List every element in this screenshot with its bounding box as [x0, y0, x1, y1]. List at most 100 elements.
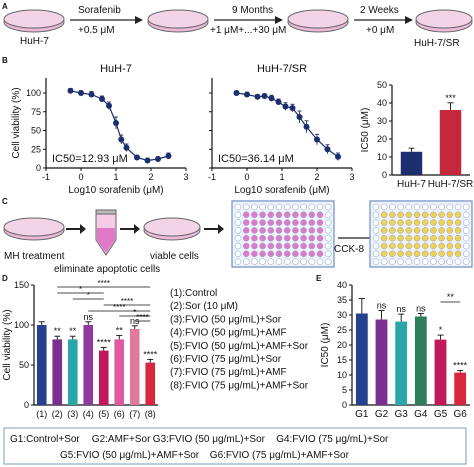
well — [300, 250, 307, 258]
well — [251, 227, 258, 234]
well — [242, 242, 250, 250]
y-tick-label: 15 — [337, 355, 347, 365]
well — [324, 250, 332, 258]
well — [380, 211, 388, 219]
y-tick-label: 0 — [36, 163, 41, 173]
y-tick-label: 25 — [337, 325, 347, 335]
well — [324, 219, 332, 226]
condition-legend-item: (1):Control — [170, 288, 217, 299]
well — [438, 258, 445, 265]
arrow-c1 — [66, 224, 86, 234]
significance-label: ns — [396, 304, 406, 314]
category-label: (3) — [67, 409, 78, 419]
bar — [434, 339, 447, 405]
data-point — [261, 93, 268, 99]
well — [405, 242, 413, 250]
dish-viable-icon — [143, 217, 201, 241]
bar — [129, 329, 140, 405]
data-point — [113, 120, 119, 126]
well — [242, 250, 250, 258]
well — [372, 234, 380, 242]
well — [446, 242, 454, 250]
well — [234, 258, 242, 265]
well — [438, 203, 445, 211]
well — [300, 219, 307, 226]
well — [430, 227, 437, 234]
well — [275, 258, 283, 265]
step2-bottom: +1 μM+...+30 μM — [210, 25, 286, 36]
well — [316, 203, 324, 211]
well — [242, 219, 250, 226]
bracket-label: * — [87, 291, 90, 300]
bracket-label: **** — [136, 313, 148, 322]
bar — [83, 325, 94, 405]
well — [324, 203, 332, 211]
well — [446, 211, 454, 219]
bar — [400, 151, 423, 175]
significance-label: **** — [143, 349, 158, 359]
well — [372, 219, 380, 226]
well-plate-pink-icon — [231, 200, 335, 268]
data-point — [134, 154, 140, 161]
well — [251, 234, 258, 242]
bar — [375, 319, 388, 405]
well — [259, 250, 266, 258]
y-tick-label: 40 — [377, 98, 387, 108]
well — [380, 227, 388, 234]
data-point — [88, 91, 95, 98]
data-point — [289, 105, 296, 111]
ic50-annotation: IC50=36.14 μM — [218, 153, 294, 165]
x-tick-label: 1 — [279, 172, 284, 182]
well — [454, 211, 462, 219]
well — [438, 211, 445, 219]
well — [308, 227, 316, 234]
condition-legend-item: (6):FVIO (75 μg/mL)+Sor — [170, 354, 282, 365]
mh-treatment-label: MH treatment — [4, 251, 65, 262]
well — [397, 227, 404, 234]
panel-label-a: A — [2, 2, 8, 11]
data-point — [324, 146, 331, 153]
well — [413, 234, 421, 242]
data-point — [303, 123, 310, 130]
well — [275, 219, 283, 226]
well — [372, 227, 380, 234]
chart-b-huh7sr: -1 0 1 2 3 Log10 sorafenib (μM) IC50=36.14 μM H… — [208, 63, 355, 196]
well — [275, 250, 283, 258]
y-tick-label: 5 — [342, 385, 347, 395]
well — [380, 219, 388, 226]
category-label: G2 — [375, 409, 389, 420]
well — [380, 203, 388, 211]
well — [316, 242, 324, 250]
well — [389, 227, 396, 234]
well — [462, 250, 470, 258]
y-tick-label: 75 — [31, 107, 41, 117]
chart-b-ic50: 0 10 20 30 40 50 HuH-7 *** HuH-7/SR IC50 (μM) — [360, 80, 473, 190]
well — [316, 250, 324, 258]
data-point — [165, 153, 172, 159]
y-tick-label: 100 — [14, 320, 29, 330]
x-tick-label: -1 — [208, 172, 216, 182]
well — [316, 211, 324, 219]
bar — [67, 339, 78, 405]
well — [372, 203, 380, 211]
bracket-label: * — [133, 308, 136, 317]
x-tick-label: 1 — [113, 172, 118, 182]
bar — [36, 325, 47, 405]
well — [430, 258, 437, 265]
well — [300, 211, 307, 219]
data-point — [155, 156, 161, 162]
significance-label: **** — [453, 361, 468, 371]
data-point — [144, 157, 151, 164]
well — [242, 203, 250, 211]
well — [454, 203, 462, 211]
y-axis-label: Cell viability (%) — [2, 309, 13, 380]
well — [267, 250, 275, 258]
well — [397, 203, 404, 211]
category-label: G6 — [453, 409, 467, 420]
cck8-label: CCK-8 — [334, 244, 364, 255]
well — [397, 234, 404, 242]
well — [405, 219, 413, 226]
well — [397, 211, 404, 219]
